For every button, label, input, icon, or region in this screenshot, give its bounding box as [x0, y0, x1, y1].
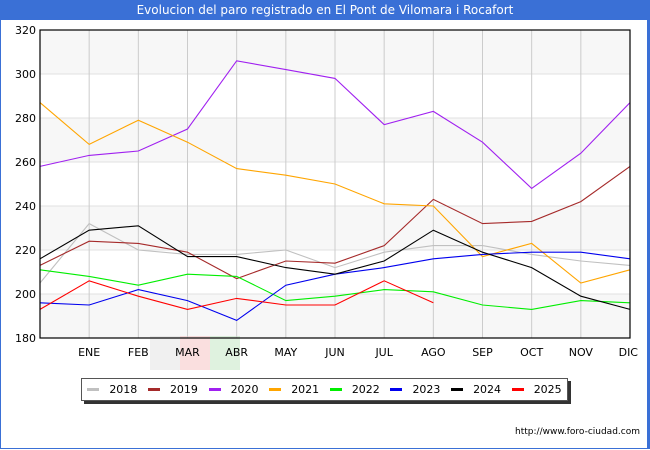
- legend-swatch-icon: [329, 388, 342, 391]
- legend-label: 2023: [412, 383, 441, 396]
- y-tick-label: 180: [15, 332, 36, 345]
- legend-item-2025: 2025: [511, 383, 562, 396]
- legend-swatch-icon: [147, 388, 160, 391]
- series-lines: [39, 60, 631, 322]
- source-url: http://www.foro-ciudad.com: [515, 427, 640, 437]
- legend-swatch-icon: [87, 388, 100, 391]
- series-line-2019: [39, 165, 631, 280]
- legend-item-2024: 2024: [451, 383, 501, 396]
- legend-label: 2018: [109, 383, 138, 396]
- legend-item-2023: 2023: [390, 383, 440, 396]
- x-tick-label: OCT: [520, 346, 543, 359]
- chart-title: Evolucion del paro registrado en El Pont…: [0, 0, 650, 20]
- flag-watermark-icon: [150, 336, 240, 370]
- legend-swatch-icon: [390, 388, 403, 391]
- legend-label: 2025: [533, 383, 562, 396]
- y-tick-label: 320: [15, 24, 36, 37]
- y-tick-label: 220: [15, 244, 36, 257]
- series-line-2024: [39, 225, 631, 310]
- y-tick-label: 300: [15, 68, 36, 81]
- x-tick-label: SEP: [472, 346, 493, 359]
- legend-label: 2022: [351, 383, 380, 396]
- legend-swatch-icon: [511, 388, 524, 391]
- x-tick-label: MAY: [274, 346, 297, 359]
- legend-swatch-icon: [269, 388, 282, 391]
- y-tick-label: 260: [15, 156, 36, 169]
- x-tick-label: JUL: [374, 346, 393, 359]
- x-tick-label: FEB: [128, 346, 149, 359]
- x-tick-label: MAR: [175, 346, 200, 359]
- series-line-2025: [39, 280, 434, 310]
- y-tick-label: 280: [15, 112, 36, 125]
- y-axis-ticks: 180 200 220 240 260 280 300 320: [15, 24, 36, 345]
- legend-item-2022: 2022: [329, 383, 380, 396]
- legend-item-2021: 2021: [269, 383, 319, 396]
- legend-swatch-icon: [451, 388, 464, 391]
- series-line-2018: [39, 222, 631, 284]
- x-tick-label: NOV: [569, 346, 594, 359]
- x-tick-label: JUN: [324, 346, 345, 359]
- x-tick-label: AGO: [421, 346, 446, 359]
- legend-label: 2020: [230, 383, 259, 396]
- x-tick-label: ABR: [225, 346, 248, 359]
- series-line-2021: [39, 102, 631, 284]
- legend-swatch-icon: [208, 388, 221, 391]
- series-line-2022: [39, 269, 631, 310]
- series-line-2020: [39, 60, 631, 190]
- plot-border: [39, 29, 631, 339]
- legend: 2018 2019 2020 2021 2022 2023 2024 2025: [81, 378, 568, 401]
- y-tick-label: 200: [15, 288, 36, 301]
- x-tick-label: ENE: [78, 346, 100, 359]
- x-tick-label: DIC: [619, 346, 639, 359]
- legend-item-2019: 2019: [147, 383, 198, 396]
- y-tick-label: 240: [15, 200, 36, 213]
- x-axis-ticks: ENE FEB MAR ABR MAY JUN JUL AGO SEP OCT NOV DIC: [78, 346, 638, 359]
- legend-item-2018: 2018: [87, 383, 137, 396]
- legend-label: 2019: [169, 383, 198, 396]
- legend-item-2020: 2020: [208, 383, 259, 396]
- legend-label: 2024: [473, 383, 502, 396]
- legend-label: 2021: [291, 383, 320, 396]
